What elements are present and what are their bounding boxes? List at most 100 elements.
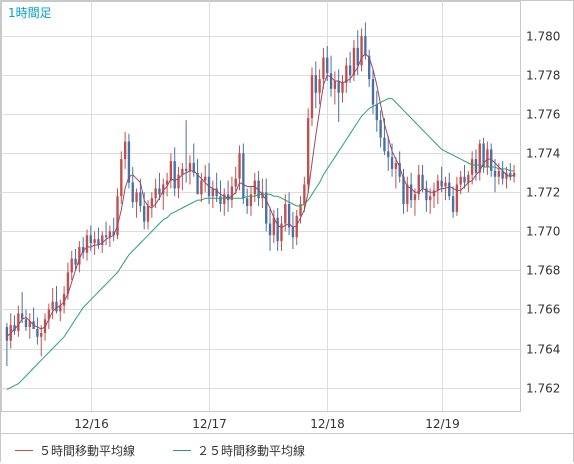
candle-body xyxy=(135,192,138,203)
candle-body xyxy=(253,180,256,195)
candle-body xyxy=(219,196,222,205)
candle-body xyxy=(306,118,310,185)
candle-body xyxy=(501,170,504,179)
candle-body xyxy=(451,196,455,212)
candle-body xyxy=(375,104,378,121)
candle-body xyxy=(272,217,276,236)
candle-body xyxy=(28,321,31,328)
candle-body xyxy=(85,235,89,253)
candle-body xyxy=(341,83,344,93)
x-tick-label: 12/17 xyxy=(192,417,227,431)
candle-body xyxy=(348,65,352,76)
candle-body xyxy=(360,36,363,66)
candle-body xyxy=(474,159,478,173)
candle-body xyxy=(40,332,43,337)
candle-body xyxy=(120,159,123,197)
candle-body xyxy=(417,174,420,195)
candle-body xyxy=(333,81,337,89)
y-tick-label: 1.764 xyxy=(526,343,560,357)
y-tick-label: 1.780 xyxy=(526,30,560,44)
candle-body xyxy=(62,293,66,306)
candle-body xyxy=(394,163,398,169)
candle-body xyxy=(139,192,142,206)
candle-body xyxy=(455,184,459,212)
y-tick-label: 1.762 xyxy=(526,382,560,396)
candle-body xyxy=(421,174,424,189)
candle-body xyxy=(55,301,58,312)
candle-body xyxy=(310,75,314,119)
candle-body xyxy=(291,227,295,238)
y-tick-label: 1.770 xyxy=(526,225,560,239)
candle-body xyxy=(314,75,317,93)
candle-body xyxy=(24,319,28,328)
candle-body xyxy=(51,301,54,310)
candle-body xyxy=(299,204,302,216)
candle-body xyxy=(97,239,100,246)
y-tick-label: 1.768 xyxy=(526,264,560,278)
candle-body xyxy=(364,36,367,56)
candle-body xyxy=(371,79,375,105)
candle-body xyxy=(352,47,356,76)
candle-body xyxy=(448,182,451,197)
candle-body xyxy=(66,272,70,294)
y-tick-label: 1.778 xyxy=(526,69,560,83)
legend-item-ma5: ５時間移動平均線 xyxy=(15,442,135,459)
candle-body xyxy=(146,206,150,222)
candle-body xyxy=(482,143,485,167)
candle-body xyxy=(368,55,371,80)
candle-body xyxy=(406,184,409,205)
candle-body xyxy=(234,178,237,187)
candle-body xyxy=(131,182,134,203)
candle-body xyxy=(20,313,24,320)
candle-body xyxy=(284,204,287,224)
candle-body xyxy=(295,215,298,238)
candle-body xyxy=(173,161,176,189)
candle-body xyxy=(192,163,195,173)
candle-body xyxy=(268,223,272,236)
candle-body xyxy=(463,176,466,183)
candle-body xyxy=(238,153,241,179)
chart-legend: ５時間移動平均線 ２５時間移動平均線 xyxy=(1,433,573,464)
candle-body xyxy=(276,217,279,242)
candle-body xyxy=(158,188,161,195)
candle-body xyxy=(413,194,417,201)
candle-body xyxy=(5,327,9,341)
candle-body xyxy=(402,176,405,205)
candle-body xyxy=(78,247,81,265)
candle-body xyxy=(265,192,268,224)
candle-body xyxy=(223,194,226,205)
candle-body xyxy=(322,57,325,80)
candle-body xyxy=(245,198,249,206)
candle-body xyxy=(104,235,108,238)
candle-body xyxy=(211,188,215,197)
candle-body xyxy=(177,174,180,189)
y-tick-label: 1.774 xyxy=(526,147,560,161)
chart-title: 1時間足 xyxy=(8,6,52,20)
candle-body xyxy=(356,47,359,66)
x-tick-label: 12/18 xyxy=(310,417,345,431)
candle-body xyxy=(215,188,218,197)
candle-body xyxy=(440,180,443,187)
y-tick-label: 1.766 xyxy=(526,303,560,317)
y-tick-label: 1.776 xyxy=(526,108,560,122)
candle-body xyxy=(425,188,428,201)
candle-body xyxy=(337,81,340,93)
candle-body xyxy=(505,172,508,179)
candle-body xyxy=(59,305,62,312)
candle-body xyxy=(512,172,516,177)
candle-body xyxy=(89,235,92,244)
ma25-line xyxy=(6,98,515,390)
candle-body xyxy=(169,161,173,181)
candle-body xyxy=(467,174,470,183)
candle-body xyxy=(101,235,104,246)
candle-body xyxy=(490,149,493,171)
candle-body xyxy=(280,223,283,242)
ma5-line xyxy=(6,52,515,338)
candle-body xyxy=(390,157,394,169)
candle-body xyxy=(165,180,169,185)
candle-body xyxy=(444,182,447,187)
candle-body xyxy=(200,180,203,195)
candle-body xyxy=(326,57,329,74)
candle-body xyxy=(47,309,51,320)
